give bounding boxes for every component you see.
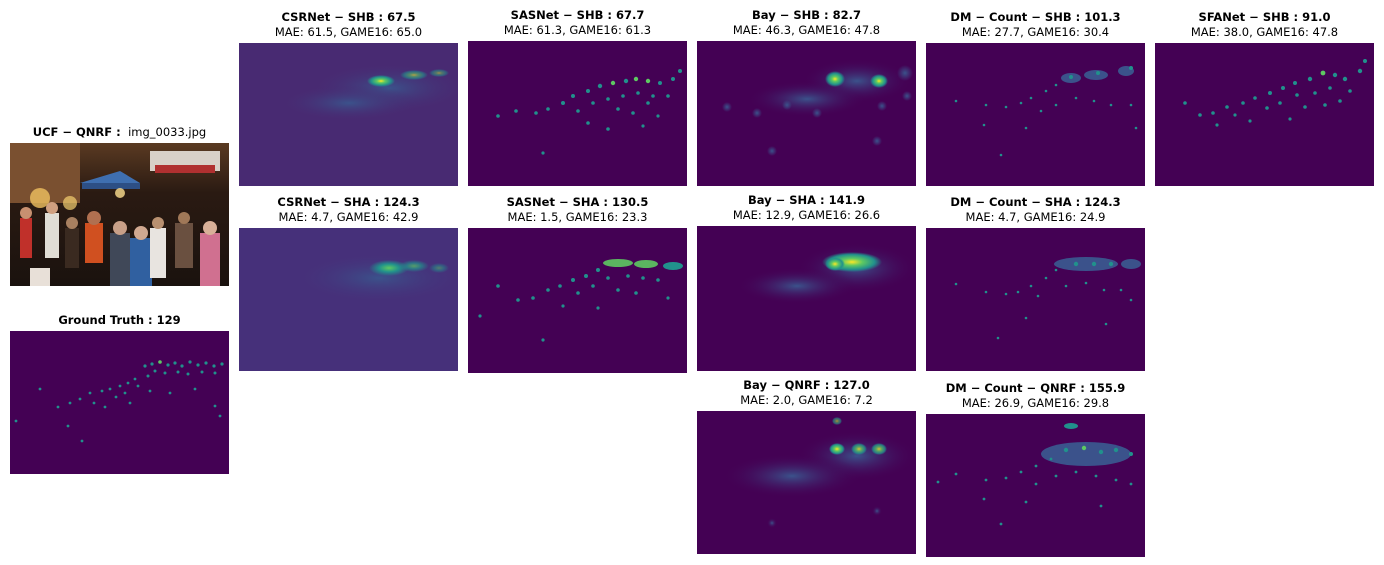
sasnet-shb-map [468,41,687,186]
dm-count-sha-title: DM − Count − SHA : 124.3 [950,195,1121,209]
bay-shb-title: Bay − SHB : 82.7 [752,8,861,22]
bay-shb-map [697,41,916,186]
bay-shb-panel: Bay − SHB : 82.7 MAE: 46.3, GAME16: 47.8 [697,8,916,186]
sfanet-shb-map [1155,43,1374,186]
ground-truth-map [10,331,229,474]
sasnet-sha-panel: SASNet − SHA : 130.5 MAE: 1.5, GAME16: 2… [468,195,687,373]
bay-sha-title: Bay − SHA : 141.9 [747,193,866,207]
input-filename: img_0033.jpg [128,125,207,139]
ground-truth-title: Ground Truth : 129 [58,313,181,327]
bay-sha-panel: Bay − SHA : 141.9 MAE: 12.9, GAME16: 26.… [697,193,916,371]
bay-qnrf-map [697,411,916,554]
dm-count-sha-panel: DM − Count − SHA : 124.3 MAE: 4.7, GAME1… [926,195,1145,371]
sasnet-sha-metrics: MAE: 1.5, GAME16: 23.3 [507,210,648,224]
ground-truth-panel: Ground Truth : 129 [10,313,229,474]
sasnet-shb-panel: SASNet − SHB : 67.7 MAE: 61.3, GAME16: 6… [468,8,687,186]
dm-count-sha-map [926,228,1145,371]
sfanet-shb-panel: SFANet − SHB : 91.0 MAE: 38.0, GAME16: 4… [1155,10,1374,186]
dm-count-shb-panel: DM − Count − SHB : 101.3 MAE: 27.7, GAME… [926,10,1145,186]
csrnet-sha-panel: CSRNet − SHA : 124.3 MAE: 4.7, GAME16: 4… [239,195,458,371]
csrnet-sha-metrics: MAE: 4.7, GAME16: 42.9 [278,210,419,224]
bay-shb-metrics: MAE: 46.3, GAME16: 47.8 [732,23,881,37]
dm-count-qnrf-metrics: MAE: 26.9, GAME16: 29.8 [961,396,1110,410]
bay-sha-map [697,226,916,371]
csrnet-shb-title: CSRNet − SHB : 67.5 [281,10,416,24]
sasnet-sha-title: SASNet − SHA : 130.5 [506,195,649,209]
csrnet-sha-title: CSRNet − SHA : 124.3 [277,195,420,209]
dm-count-qnrf-panel: DM − Count − QNRF : 155.9 MAE: 26.9, GAM… [926,381,1145,557]
dataset-label: UCF − QNRF : [32,125,121,139]
dm-count-qnrf-title: DM − Count − QNRF : 155.9 [945,381,1126,395]
dm-count-shb-metrics: MAE: 27.7, GAME16: 30.4 [961,25,1110,39]
dm-count-sha-metrics: MAE: 4.7, GAME16: 24.9 [965,210,1106,224]
bay-qnrf-metrics: MAE: 2.0, GAME16: 7.2 [740,393,873,407]
bay-qnrf-panel: Bay − QNRF : 127.0 MAE: 2.0, GAME16: 7.2 [697,378,916,556]
dm-count-shb-title: DM − Count − SHB : 101.3 [950,10,1121,24]
csrnet-sha-map [239,228,458,371]
bay-qnrf-title: Bay − QNRF : 127.0 [743,378,870,392]
dm-count-shb-map [926,43,1145,186]
csrnet-shb-metrics: MAE: 61.5, GAME16: 65.0 [274,25,423,39]
sasnet-shb-title: SASNet − SHB : 67.7 [510,8,645,22]
csrnet-shb-map [239,43,458,186]
sfanet-shb-title: SFANet − SHB : 91.0 [1198,10,1331,24]
input-panel: UCF − QNRF : img_0033.jpg [10,125,229,287]
sfanet-shb-metrics: MAE: 38.0, GAME16: 47.8 [1190,25,1339,39]
dm-count-qnrf-map [926,414,1145,557]
crowd-photo [10,143,229,286]
sasnet-sha-map [468,228,687,373]
bay-sha-metrics: MAE: 12.9, GAME16: 26.6 [732,208,881,222]
input-title: UCF − QNRF : img_0033.jpg [10,125,229,140]
csrnet-shb-panel: CSRNet − SHB : 67.5 MAE: 61.5, GAME16: 6… [239,10,458,186]
sasnet-shb-metrics: MAE: 61.3, GAME16: 61.3 [503,23,652,37]
